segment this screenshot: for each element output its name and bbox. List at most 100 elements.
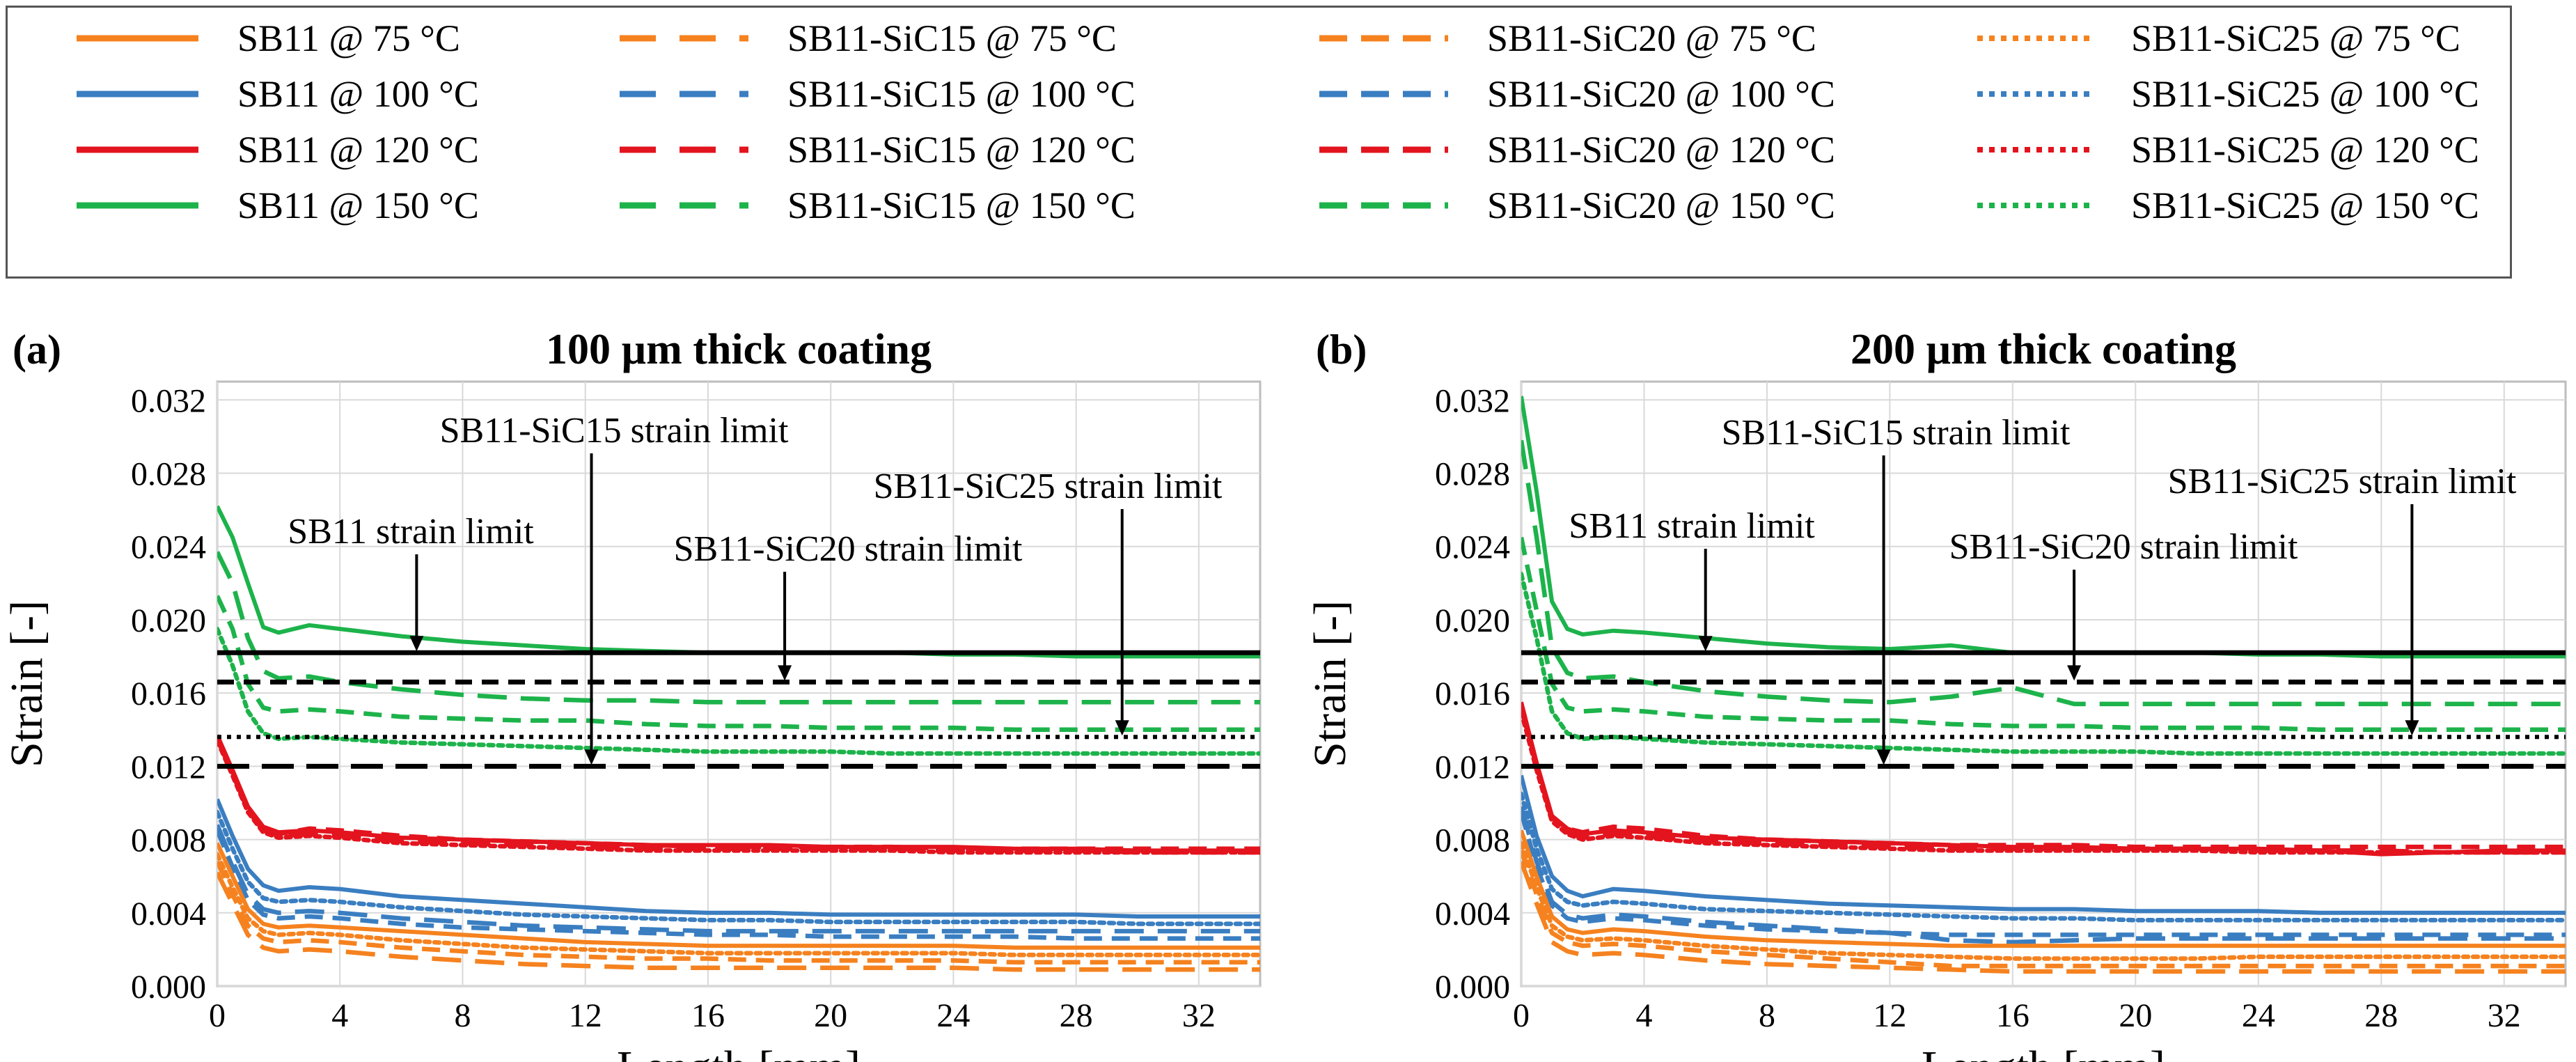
series-line-sb11-sic20-75-c: [1521, 850, 2566, 969]
annotation-arrowhead: [1698, 636, 1713, 652]
legend-label: SB11-SiC15 @ 100 °C: [787, 73, 1136, 115]
legend-line-symbol: [1319, 35, 1448, 42]
y-tick-label: 0.024: [1435, 529, 1510, 566]
legend-label: SB11-SiC15 @ 75 °C: [787, 17, 1117, 59]
annotation-arrowhead: [2405, 720, 2419, 736]
annotation-sb11-sic20-strain-limit: SB11-SiC20 strain limit: [1949, 527, 2298, 567]
x-tick-label: 32: [1182, 997, 1216, 1034]
chart-title: 200 µm thick coating: [1851, 326, 2236, 373]
legend-label: SB11-SiC25 @ 75 °C: [2131, 17, 2460, 59]
series-line-sb11-100-c: [1521, 774, 2566, 915]
legend-label: SB11-SiC20 @ 150 °C: [1487, 185, 1835, 226]
y-tick-label: 0.028: [131, 456, 206, 493]
legend-line-symbol: [620, 91, 748, 97]
series-group: [1521, 396, 2566, 974]
series-line-sb11-sic25-120-c: [1521, 709, 2566, 855]
annotation-sb11-sic20-strain-limit: SB11-SiC20 strain limit: [674, 529, 1023, 569]
x-tick-label: 16: [1996, 997, 2029, 1034]
series-line-sb11-sic15-75-c: [1521, 860, 2566, 974]
y-tick-label: 0.016: [1435, 676, 1510, 712]
panel-label: (a): [13, 327, 61, 373]
annotation-sb11-strain-limit: SB11 strain limit: [288, 512, 534, 552]
annotation-arrowhead: [409, 636, 424, 652]
legend-line-symbol: [1977, 147, 2092, 153]
series-line-sb11-sic20-100-c: [1521, 811, 2566, 937]
series-line-sb11-sic20-100-c: [217, 829, 1260, 941]
legend-line-symbol: [1977, 91, 2092, 97]
series-line-sb11-sic15-100-c: [217, 824, 1260, 934]
x-tick-label: 24: [936, 997, 970, 1034]
legend-line-symbol: [77, 35, 198, 42]
series-line-sb11-100-c: [217, 798, 1260, 919]
legend-label: SB11-SiC20 @ 100 °C: [1487, 73, 1835, 115]
y-tick-label: 0.028: [1435, 456, 1510, 493]
legend-label: SB11-SiC20 @ 75 °C: [1487, 17, 1816, 59]
y-tick-label: 0.032: [1435, 382, 1510, 419]
annotation-arrowhead: [1115, 720, 1129, 736]
legend-label: SB11-SiC20 @ 120 °C: [1487, 129, 1835, 171]
y-tick-label: 0.004: [1435, 896, 1510, 932]
x-tick-label: 4: [1635, 997, 1652, 1034]
legend-line-symbol: [620, 146, 748, 153]
annotation-sb11-sic25-strain-limit: SB11-SiC25 strain limit: [2168, 462, 2517, 501]
annotation-arrowhead: [2067, 665, 2082, 681]
annotation-sb11-sic15-strain-limit: SB11-SiC15 strain limit: [440, 411, 789, 451]
legend-line-symbol: [77, 146, 198, 153]
series-line-sb11-sic25-150-c: [1521, 571, 2566, 756]
x-tick-label: 28: [1060, 997, 1093, 1034]
chart-panel-a: (a) 100 µm thick coating 0 4 8 12 16 20 24 28 32 0.…: [1, 326, 1262, 1062]
chart-panel-b: (b) 200 µm thick coating 0 4 8 12 16 20 24 28 32 0.…: [1305, 326, 2567, 1062]
y-tick-label: 0.000: [1435, 969, 1510, 1006]
series-line-sb11-sic15-75-c: [217, 871, 1260, 972]
series-line-sb11-sic20-150-c: [217, 595, 1260, 733]
x-axis-label: Length [mm]: [1922, 1042, 2165, 1062]
annotation-sb11-sic25-strain-limit: SB11-SiC25 strain limit: [874, 467, 1223, 506]
legend-label: SB11 @ 120 °C: [237, 129, 479, 171]
series-group: [217, 505, 1260, 972]
legend-line-symbol: [1319, 146, 1448, 153]
x-tick-label: 28: [2364, 997, 2398, 1034]
legend-line-symbol: [1977, 36, 2092, 41]
x-tick-label: 8: [1759, 997, 1775, 1034]
series-line-sb11-sic20-150-c: [1521, 536, 2566, 733]
chart-title: 100 µm thick coating: [546, 326, 932, 373]
series-line-sb11-sic25-75-c: [1521, 841, 2566, 961]
series-line-sb11-sic20-75-c: [217, 860, 1260, 965]
y-tick-label: 0.024: [131, 529, 206, 566]
series-line-sb11-sic25-150-c: [217, 626, 1260, 756]
legend-line-symbol: [620, 35, 748, 42]
annotation-arrowhead: [778, 665, 792, 681]
y-tick-label: 0.004: [131, 896, 206, 932]
annotation-arrowhead: [1876, 749, 1891, 765]
x-tick-label: 20: [814, 997, 847, 1034]
legend-label: SB11-SiC25 @ 100 °C: [2131, 73, 2479, 115]
y-tick-label: 0.008: [1435, 822, 1510, 859]
x-tick-label: 16: [691, 997, 725, 1034]
y-axis-label: Strain [-]: [1305, 600, 1356, 767]
series-line-sb11-sic15-100-c: [1521, 806, 2566, 945]
legend-label: SB11-SiC15 @ 120 °C: [787, 129, 1136, 171]
x-axis-label: Length [mm]: [617, 1042, 861, 1062]
series-line-sb11-75-c: [217, 842, 1260, 950]
legend-line-symbol: [1319, 202, 1448, 209]
y-axis-label: Strain [-]: [1, 600, 52, 767]
annotation-sb11-sic15-strain-limit: SB11-SiC15 strain limit: [1722, 413, 2071, 453]
legend: SB11 @ 75 °C SB11 @ 100 °C SB11 @ 120 °C SB…: [6, 6, 2512, 279]
series-line-sb11-sic25-100-c: [217, 809, 1260, 926]
series-line-sb11-150-c: [1521, 396, 2566, 659]
legend-label: SB11 @ 150 °C: [237, 185, 479, 226]
x-tick-label: 32: [2488, 997, 2521, 1034]
annotation-sb11-strain-limit: SB11 strain limit: [1569, 506, 1815, 546]
annotation-arrowhead: [584, 749, 599, 765]
x-tick-label: 12: [569, 997, 602, 1034]
legend-line-symbol: [620, 202, 748, 209]
legend-label: SB11-SiC15 @ 150 °C: [787, 185, 1136, 226]
series-line-sb11-sic15-150-c: [217, 551, 1260, 705]
legend-label: SB11 @ 75 °C: [237, 17, 460, 59]
y-tick-label: 0.032: [131, 382, 206, 419]
x-tick-label: 0: [1513, 997, 1530, 1034]
x-tick-label: 0: [209, 997, 226, 1034]
legend-label: SB11 @ 100 °C: [237, 73, 479, 115]
series-line-sb11-sic20-120-c: [1521, 705, 2566, 850]
legend-label: SB11-SiC25 @ 150 °C: [2131, 185, 2479, 226]
